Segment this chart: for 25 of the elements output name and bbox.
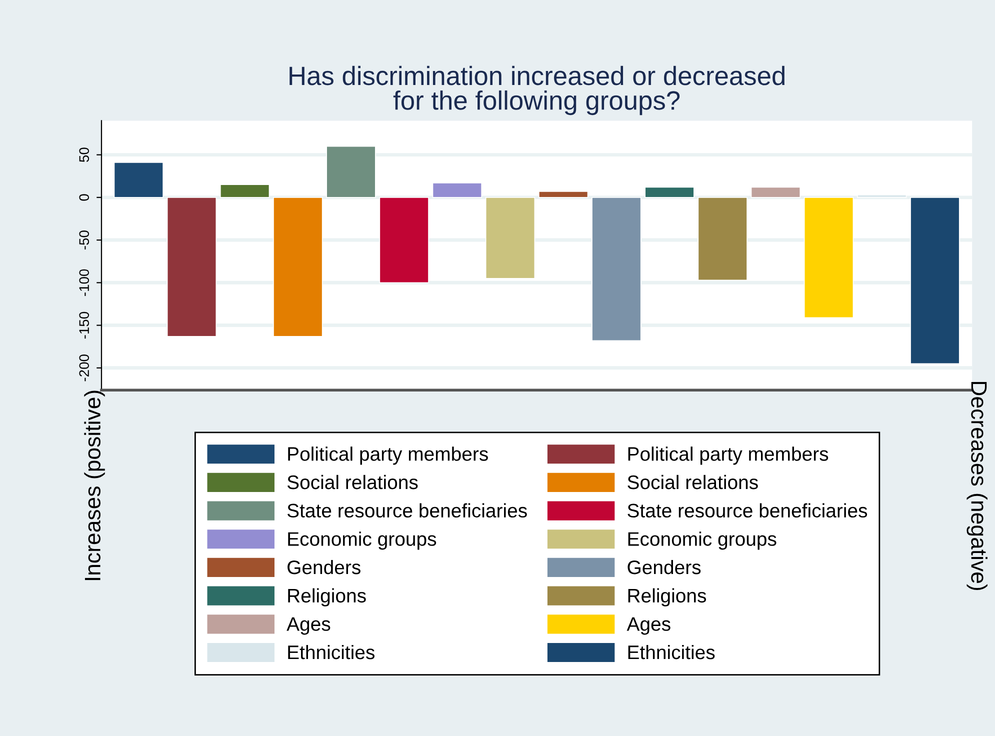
legend-label: Ages — [626, 617, 670, 635]
y-tick-label: -150 — [79, 312, 90, 339]
legend-label: Ethnicities — [628, 644, 715, 660]
legend-label: Economic groups — [628, 532, 776, 550]
legend-label: State resource beneficiaries — [287, 503, 527, 518]
y-tick-label: 0 — [79, 194, 90, 201]
y-tick-label: 50 — [79, 148, 90, 162]
y-tick-label: -200 — [79, 354, 90, 382]
legend-label: Religions — [628, 588, 706, 606]
legend-label: Ethnicities — [288, 644, 374, 660]
y-tick-label: -50 — [79, 230, 90, 250]
legend-label: Genders — [628, 560, 701, 574]
legend-label: Ages — [286, 617, 330, 635]
legend-label: Political party members — [628, 446, 828, 465]
legend-label: Political party members — [288, 446, 488, 465]
y-axis-title: Increases (positive) — [84, 390, 105, 580]
y-tick-label: -100 — [79, 269, 90, 296]
legend-label: Social relations — [628, 474, 758, 490]
legend-label: Religions — [288, 588, 366, 606]
legend-label: Economic groups — [288, 532, 436, 550]
legend-label: State resource beneficiaries — [628, 503, 868, 518]
chart-title: Has discrimination increased or decreased for the following groups? — [290, 66, 784, 116]
legend-label: Social relations — [287, 474, 418, 490]
legend-label: Genders — [288, 560, 360, 574]
y2-axis-title: Decreases (negative) — [966, 382, 988, 590]
